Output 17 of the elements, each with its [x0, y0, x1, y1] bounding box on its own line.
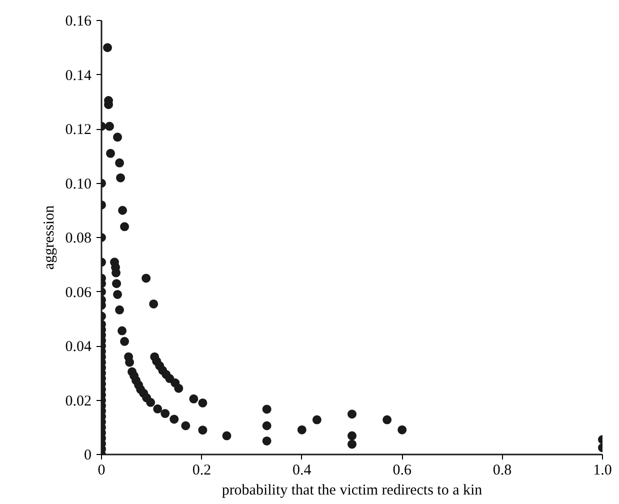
x-tick-label: 0 — [98, 462, 106, 478]
x-tick-label: 0.2 — [192, 462, 212, 478]
y-tick-label: 0.12 — [65, 122, 92, 138]
y-tick-label: 0.16 — [65, 14, 92, 30]
y-tick-label: 0.14 — [65, 68, 92, 84]
x-tick-label: 0.8 — [492, 462, 512, 478]
y-tick-label: 0.08 — [65, 230, 92, 246]
y-axis-title: aggression — [41, 204, 58, 270]
y-tick-label: 0.02 — [65, 393, 92, 410]
y-tick-label: 0.04 — [65, 339, 92, 355]
y-tick-label: 0 — [84, 448, 92, 464]
x-tick-label: 0.4 — [292, 462, 312, 478]
x-tick-label: 1.0 — [593, 462, 612, 478]
x-tick-label: 0.6 — [392, 462, 412, 478]
y-tick-label: 0.10 — [65, 176, 92, 192]
y-tick-label: 0.06 — [65, 284, 92, 301]
x-axis-title: probability that the victim redirects to a kin — [222, 482, 483, 498]
